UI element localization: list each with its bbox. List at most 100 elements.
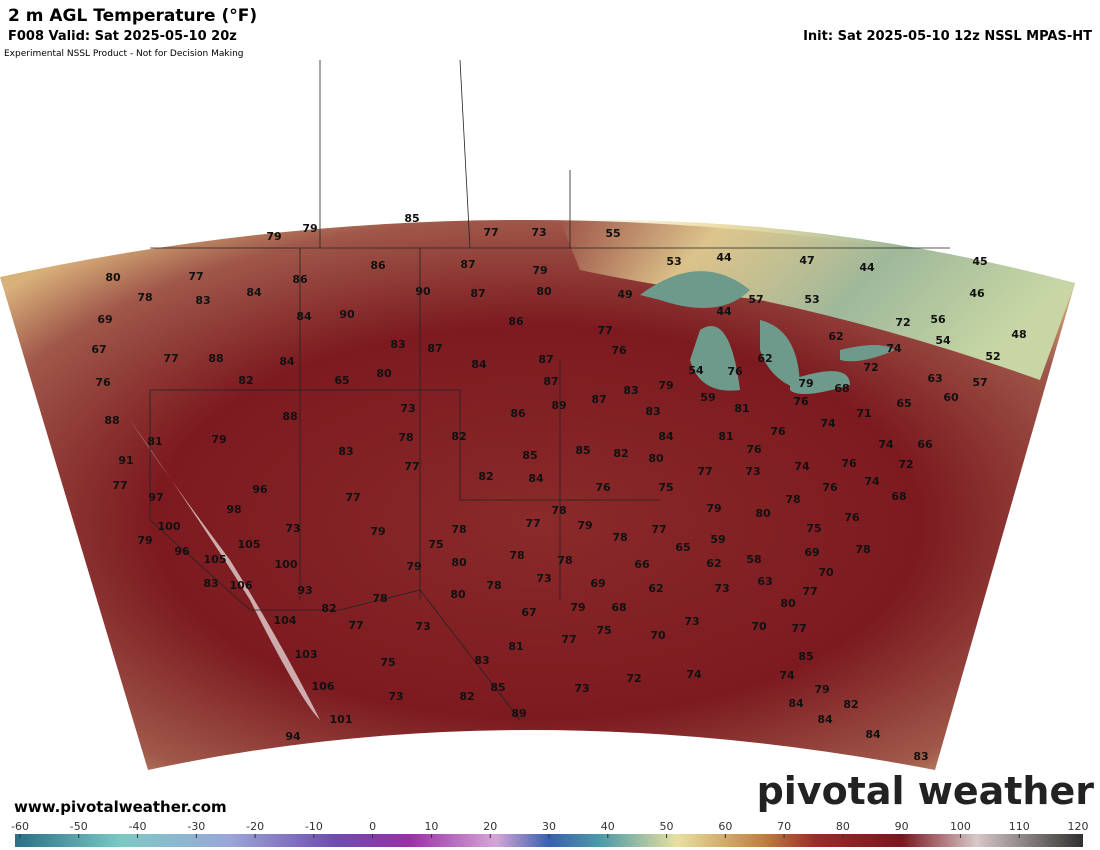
colorbar-ticks: -60 -50 -40 -30 -20 -10 0 10 20 30 40 50 60 70 80 90 100… <box>11 820 1089 838</box>
temperature-label: 76 <box>727 365 743 378</box>
temperature-label: 65 <box>334 374 349 387</box>
temperature-label: 44 <box>716 251 732 264</box>
temperature-label: 77 <box>404 460 419 473</box>
temperature-label: 55 <box>605 227 620 240</box>
temperature-label: 62 <box>757 352 772 365</box>
temperature-label: 84 <box>528 472 544 485</box>
temperature-label: 83 <box>390 338 405 351</box>
temperature-label: 68 <box>891 490 906 503</box>
temperature-label: 76 <box>595 481 611 494</box>
temperature-label: 48 <box>1011 328 1026 341</box>
temperature-label: 84 <box>788 697 804 710</box>
temperature-label: 83 <box>913 750 928 763</box>
temperature-label: 97 <box>148 491 163 504</box>
temperature-label: 80 <box>450 588 466 601</box>
temperature-label: 86 <box>292 273 308 286</box>
temperature-label: 80 <box>451 556 467 569</box>
temperature-label: 80 <box>780 597 796 610</box>
temperature-label: 73 <box>684 615 699 628</box>
temperature-label: 96 <box>252 483 268 496</box>
temperature-label: 81 <box>718 430 733 443</box>
borders <box>149 59 950 721</box>
disclaimer: Experimental NSSL Product - Not for Deci… <box>4 49 244 59</box>
temperature-label: 74 <box>864 475 880 488</box>
temperature-label: 75 <box>806 522 821 535</box>
temperature-label: 100 <box>275 558 298 571</box>
temperature-label: 70 <box>751 620 767 633</box>
colorbar-tick-label: 20 <box>483 820 497 833</box>
temperature-label: 85 <box>575 444 590 457</box>
temperature-label: 83 <box>474 654 489 667</box>
temperature-label: 85 <box>404 212 419 225</box>
temperature-label: 77 <box>651 523 666 536</box>
temperature-label: 84 <box>865 728 881 741</box>
temperature-label: 96 <box>174 545 190 558</box>
temperature-label: 54 <box>935 334 951 347</box>
temperature-label: 77 <box>188 270 203 283</box>
colorbar-tick-label: 80 <box>836 820 850 833</box>
temperature-label: 54 <box>688 364 704 377</box>
temperature-label: 78 <box>551 504 566 517</box>
temperature-label: 104 <box>274 614 297 627</box>
temperature-label: 103 <box>295 648 318 661</box>
temperature-label: 106 <box>230 579 253 592</box>
temperature-label: 77 <box>112 479 127 492</box>
temperature-label: 73 <box>285 522 300 535</box>
temperature-label: 76 <box>793 395 809 408</box>
temperature-label: 76 <box>844 511 860 524</box>
temperature-label: 76 <box>770 425 786 438</box>
temperature-label: 63 <box>757 575 772 588</box>
temperature-label: 57 <box>748 293 763 306</box>
temperature-label: 72 <box>863 361 878 374</box>
temperature-label: 83 <box>203 577 218 590</box>
temperature-label: 62 <box>706 557 721 570</box>
temperature-label: 81 <box>147 435 162 448</box>
temperature-label: 77 <box>345 491 360 504</box>
temperature-label: 88 <box>208 352 223 365</box>
colorbar-tick-label: -40 <box>129 820 147 833</box>
temperature-label: 71 <box>856 407 871 420</box>
temperature-label: 80 <box>755 507 771 520</box>
temperature-label: 79 <box>370 525 385 538</box>
temperature-label: 82 <box>238 374 253 387</box>
colorbar-tick-label: 0 <box>369 820 376 833</box>
temperature-label: 75 <box>658 481 673 494</box>
temperature-label: 83 <box>645 405 660 418</box>
temperature-label: 73 <box>531 226 546 239</box>
title: 2 m AGL Temperature (°F) <box>8 6 257 26</box>
temperature-label: 76 <box>841 457 857 470</box>
temperature-label: 84 <box>296 310 312 323</box>
temperature-label: 84 <box>658 430 674 443</box>
temperature-label: 80 <box>376 367 392 380</box>
temperature-label: 73 <box>745 465 760 478</box>
temperature-label: 78 <box>855 543 870 556</box>
temperature-label: 80 <box>648 452 664 465</box>
temperature-label: 77 <box>802 585 817 598</box>
init-time: Init: Sat 2025-05-10 12z NSSL MPAS-HT <box>803 29 1092 44</box>
temperature-label: 79 <box>302 222 317 235</box>
temperature-label: 90 <box>339 308 355 321</box>
temperature-label: 83 <box>338 445 353 458</box>
temperature-label: 79 <box>658 379 673 392</box>
valid-time: F008 Valid: Sat 2025-05-10 20z <box>8 29 237 44</box>
temperature-label: 77 <box>525 517 540 530</box>
temperature-label: 74 <box>794 460 810 473</box>
temperature-label: 78 <box>372 592 387 605</box>
watermark: pivotal weather <box>757 769 1095 813</box>
temperature-label: 87 <box>460 258 475 271</box>
temperature-label: 58 <box>746 553 761 566</box>
temperature-label: 67 <box>521 606 536 619</box>
colorbar-tick-label: 60 <box>718 820 732 833</box>
temperature-label: 85 <box>490 681 505 694</box>
temperature-label: 70 <box>650 629 666 642</box>
temperature-label: 105 <box>238 538 261 551</box>
temperature-label: 79 <box>211 433 226 446</box>
temperature-label: 57 <box>972 376 987 389</box>
hot-desert <box>130 420 320 720</box>
temperature-label: 78 <box>451 523 466 536</box>
temperature-label: 73 <box>714 582 729 595</box>
temperature-label: 81 <box>734 402 749 415</box>
colorbar-tick-label: 40 <box>601 820 615 833</box>
temperature-label: 52 <box>985 350 1000 363</box>
temperature-label: 77 <box>561 633 576 646</box>
